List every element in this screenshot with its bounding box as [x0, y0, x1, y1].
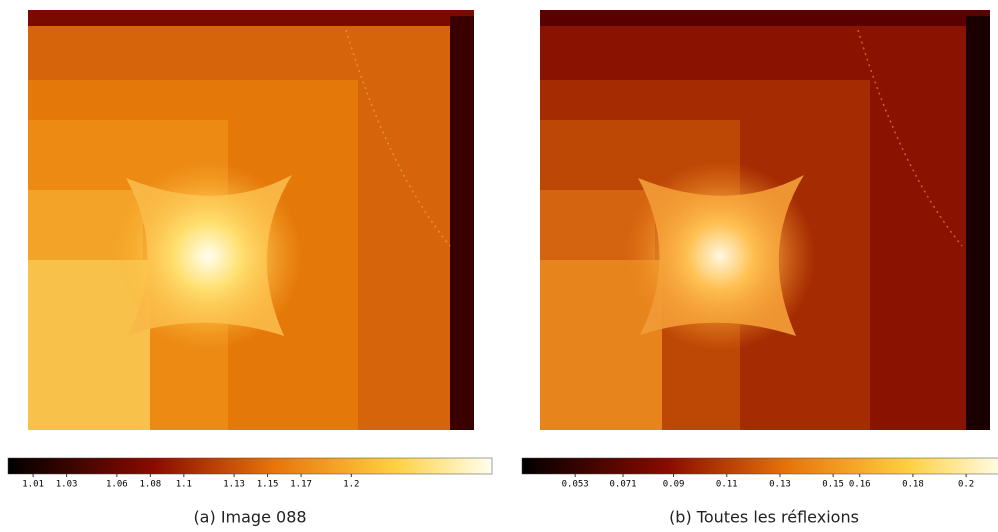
edge [966, 16, 990, 430]
heatmap [28, 10, 474, 430]
colorbar [521, 457, 998, 475]
arc [857, 29, 963, 247]
arc [345, 29, 451, 247]
tick-label: 0.09 [663, 480, 685, 490]
tick-label: 1.06 [106, 480, 128, 490]
caption: (a) Image 088 [193, 508, 306, 527]
tick-label: 0.16 [849, 480, 871, 490]
tick-label: 1.01 [22, 480, 44, 490]
tick-label: 0.2 [958, 480, 974, 490]
tick-label: 0.15 [822, 480, 844, 490]
tick-label: 0.11 [716, 480, 738, 490]
tick-label: 1.1 [176, 480, 192, 490]
tick-label: 0.071 [610, 480, 637, 490]
tick-label: 1.17 [290, 480, 312, 490]
caption: (b) Toutes les réflexions [669, 508, 859, 527]
glow [625, 161, 815, 351]
tick-label: 0.053 [562, 480, 589, 490]
tick-label: 1.08 [140, 480, 162, 490]
tick-label: 1.03 [56, 480, 78, 490]
tick-label: 0.13 [769, 480, 791, 490]
edge [450, 16, 474, 430]
tick-label: 1.13 [223, 480, 245, 490]
tick-label: 0.18 [902, 480, 924, 490]
heatmap [540, 10, 990, 430]
colorbar [7, 457, 493, 475]
glow [113, 161, 303, 351]
tick-label: 1.15 [257, 480, 279, 490]
tick-label: 1.2 [343, 480, 359, 490]
